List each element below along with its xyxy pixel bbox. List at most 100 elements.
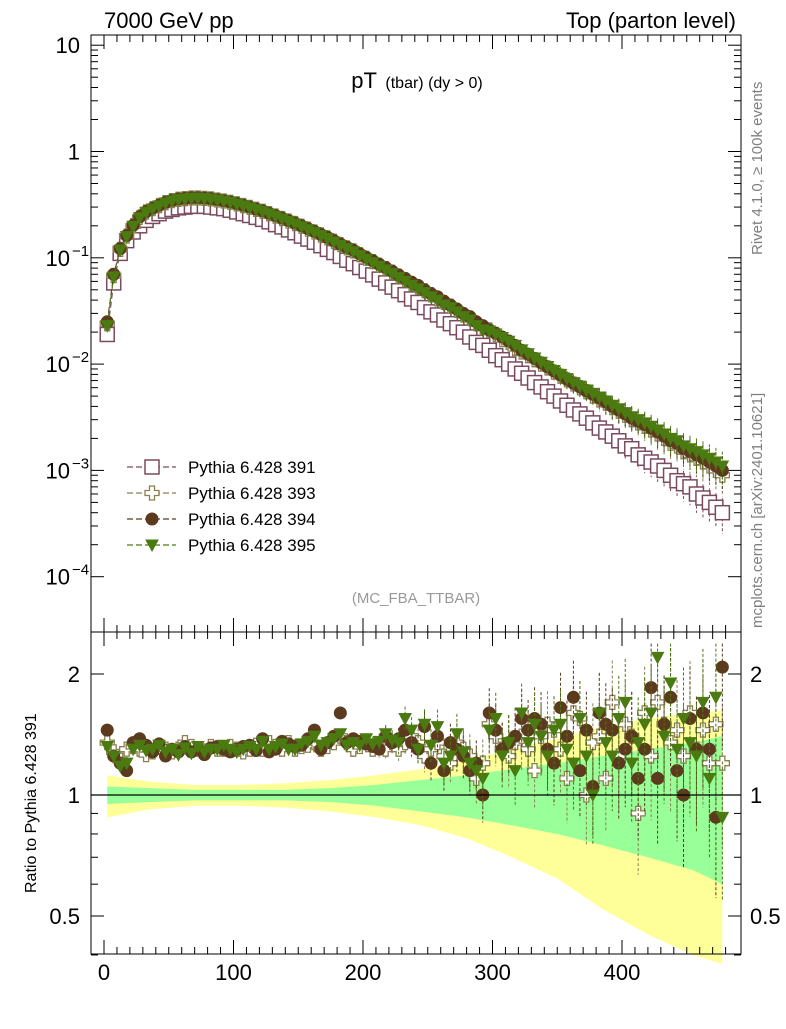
- ratio-point: [443, 750, 458, 764]
- main-data-points: [99, 190, 731, 534]
- ratio-point: [417, 718, 432, 732]
- data-point: [132, 212, 147, 225]
- series-line: [106, 197, 723, 476]
- ratio-point: [701, 755, 718, 771]
- ratio-point: [288, 743, 302, 757]
- ratio-point: [255, 735, 270, 749]
- legend-marker: [145, 539, 159, 553]
- ratio-point: [521, 737, 535, 750]
- ratio-frame: [90, 631, 742, 955]
- legend-entry: Pythia 6.428 394: [127, 510, 316, 529]
- ratio-point: [113, 760, 128, 774]
- legend-label: Pythia 6.428 391: [188, 458, 316, 477]
- ratio-point: [579, 750, 594, 764]
- ratio-point: [709, 691, 723, 705]
- x-tick-label: 400: [604, 960, 641, 985]
- ratio-y-tick-label-right: 1: [750, 783, 762, 808]
- x-tick-label: 0: [98, 960, 110, 985]
- legend-entry: Pythia 6.428 391: [127, 458, 316, 477]
- analysis-label: (MC_FBA_TTBAR): [352, 590, 480, 607]
- ratio-point: [430, 721, 445, 734]
- ratio-point: [618, 696, 633, 710]
- ratio-point: [352, 739, 367, 753]
- ratio-point: [119, 757, 134, 771]
- ratio-series-3: [100, 643, 730, 900]
- ratio-point: [526, 762, 543, 779]
- ratio-point: [591, 728, 607, 744]
- ratio-point: [437, 757, 451, 771]
- ratio-point: [171, 749, 186, 762]
- ratio-point: [495, 750, 510, 764]
- ratio-point: [126, 743, 140, 757]
- legend-label: Pythia 6.428 395: [188, 536, 316, 555]
- data-point: [126, 220, 140, 234]
- ratio-point: [715, 811, 730, 825]
- y-tick-label: 10: [56, 33, 80, 58]
- x-tick-label: 200: [345, 960, 382, 985]
- ratio-point: [501, 737, 516, 750]
- ratio-point: [631, 737, 646, 750]
- ratio-point: [488, 712, 503, 726]
- ratio-point: [508, 765, 523, 778]
- ratio-point: [604, 694, 620, 711]
- data-point: [106, 271, 121, 285]
- ratio-point: [456, 746, 471, 759]
- ratio-point: [683, 737, 697, 750]
- ratio-point: [573, 764, 587, 778]
- ratio-y-tick-label: 1: [68, 783, 80, 808]
- ratio-point: [100, 723, 114, 737]
- ratio-point: [301, 735, 315, 749]
- ratio-point: [651, 771, 665, 785]
- data-point: [113, 244, 128, 258]
- ratio-point: [106, 750, 121, 764]
- y-tick-exponent: −2: [72, 349, 89, 366]
- ratio-point: [534, 730, 548, 744]
- ratio-point: [424, 756, 438, 770]
- data-point: [139, 206, 153, 220]
- ratio-point: [637, 718, 652, 732]
- ratio-point: [696, 696, 710, 710]
- ratio-point: [598, 737, 613, 750]
- ratio-point: [152, 739, 166, 753]
- ratio-point: [100, 741, 115, 754]
- legend-entry: Pythia 6.428 393: [127, 484, 316, 503]
- y-tick-label: 1: [68, 140, 80, 165]
- ratio-point: [411, 743, 425, 757]
- ratio-point: [333, 728, 348, 741]
- data-point: [714, 504, 731, 521]
- x-tick-label: 100: [215, 960, 252, 985]
- data-point: [145, 203, 160, 217]
- ratio-point: [378, 728, 393, 741]
- ratio-point: [184, 747, 199, 761]
- ratio-point: [210, 743, 225, 757]
- legend-marker: [144, 459, 160, 475]
- y-tick-mantissa: 10: [46, 246, 70, 271]
- series-line: [106, 197, 723, 471]
- ratio-point: [482, 724, 497, 738]
- ratio-y-axis: 2 2 1 1 0.5 0.5: [49, 662, 781, 956]
- ratio-point: [715, 660, 729, 674]
- plot-title: pT (tbar) (dy > 0): [351, 68, 483, 93]
- ratio-y-tick-label: 2: [68, 662, 80, 687]
- legend-entry: Pythia 6.428 395: [127, 536, 316, 555]
- ratio-point: [391, 737, 406, 750]
- ratio-point: [327, 733, 341, 746]
- y-tick-label: 10: [46, 246, 70, 271]
- y-tick-mantissa: 10: [46, 565, 70, 590]
- ratio-panel: 2 2 1 1 0.5 0.5 0 100 200 300 400 Ratio to Pythia…: [23, 35, 781, 985]
- ratio-point: [663, 677, 678, 690]
- data-point: [100, 320, 115, 333]
- ratio-point: [553, 718, 568, 732]
- series-4: [100, 192, 730, 488]
- ratio-point: [404, 724, 419, 738]
- y-tick-mantissa: 10: [46, 352, 70, 377]
- ratio-point: [398, 712, 412, 726]
- ratio-point: [650, 651, 665, 665]
- legend-marker: [144, 485, 160, 501]
- ratio-point: [462, 757, 477, 771]
- ratio-point: [689, 750, 704, 764]
- ratio-point: [605, 750, 620, 764]
- ratio-y-tick-label: 0.5: [49, 904, 80, 929]
- ratio-data-points: [99, 643, 731, 900]
- y-tick-label: 10: [46, 352, 70, 377]
